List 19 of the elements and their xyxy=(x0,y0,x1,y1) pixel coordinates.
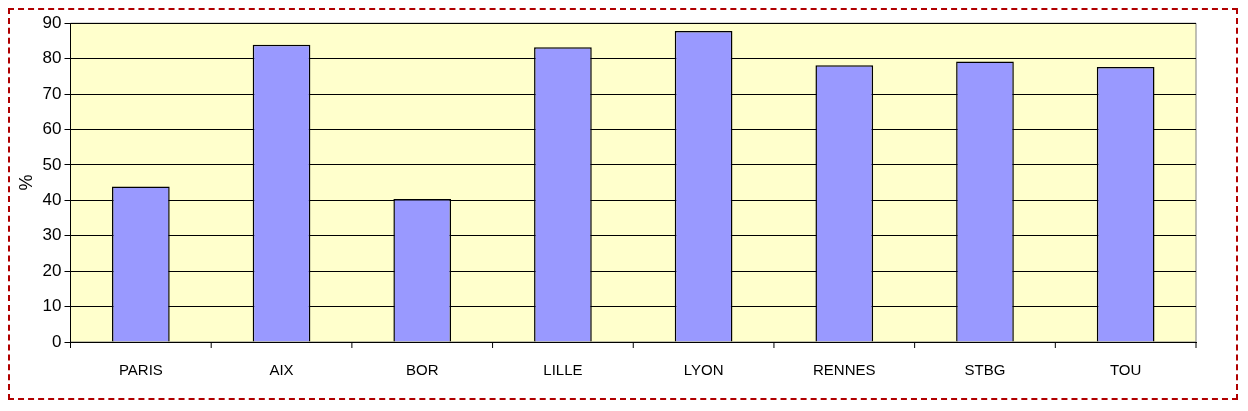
y-tick-label: 0 xyxy=(52,331,62,351)
y-tick-label: 10 xyxy=(42,296,62,316)
y-tick-label: 50 xyxy=(42,154,62,174)
y-tick-label: 20 xyxy=(42,260,62,280)
x-tick-label: LILLE xyxy=(543,361,583,379)
x-tick-label: AIX xyxy=(269,361,294,379)
y-tick-label: 70 xyxy=(42,83,62,103)
x-tick-label: RENNES xyxy=(813,361,876,379)
y-axis-title: % xyxy=(15,174,36,191)
y-tick-label: 60 xyxy=(42,119,62,139)
x-tick-label: TOU xyxy=(1109,361,1142,379)
y-tick-label: 80 xyxy=(42,48,62,68)
x-tick-label: STBG xyxy=(964,361,1006,379)
x-tick-label: PARIS xyxy=(118,361,163,379)
x-tick-label: LYON xyxy=(683,361,724,379)
x-tick-label: BOR xyxy=(405,361,439,379)
y-tick-label: 30 xyxy=(42,225,62,245)
y-tick-label: 40 xyxy=(42,190,62,209)
y-tick-label: 90 xyxy=(42,12,62,32)
